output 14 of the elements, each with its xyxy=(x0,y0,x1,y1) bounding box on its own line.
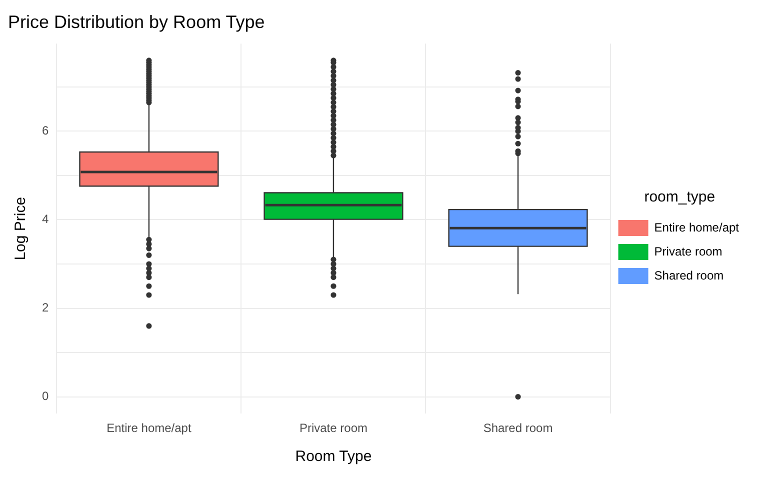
x-axis-title: Room Type xyxy=(295,448,372,466)
chart-title: Price Distribution by Room Type xyxy=(8,12,265,32)
legend-label: Private room xyxy=(654,244,722,258)
x-tick-label: Entire home/apt xyxy=(106,421,192,436)
legend-title: room_type xyxy=(644,188,716,206)
x-tick-label: Private room xyxy=(299,421,368,436)
y-tick-label: 4 xyxy=(42,212,49,226)
legend-label: Entire home/apt xyxy=(654,220,740,234)
y-tick-label: 6 xyxy=(42,124,49,138)
y-tick-label: 0 xyxy=(42,389,49,404)
y-axis-title: Log Price xyxy=(12,196,30,260)
y-tick-label: 2 xyxy=(42,300,49,315)
legend-label: Shared room xyxy=(654,268,724,282)
x-tick-label: Shared room xyxy=(483,421,553,436)
